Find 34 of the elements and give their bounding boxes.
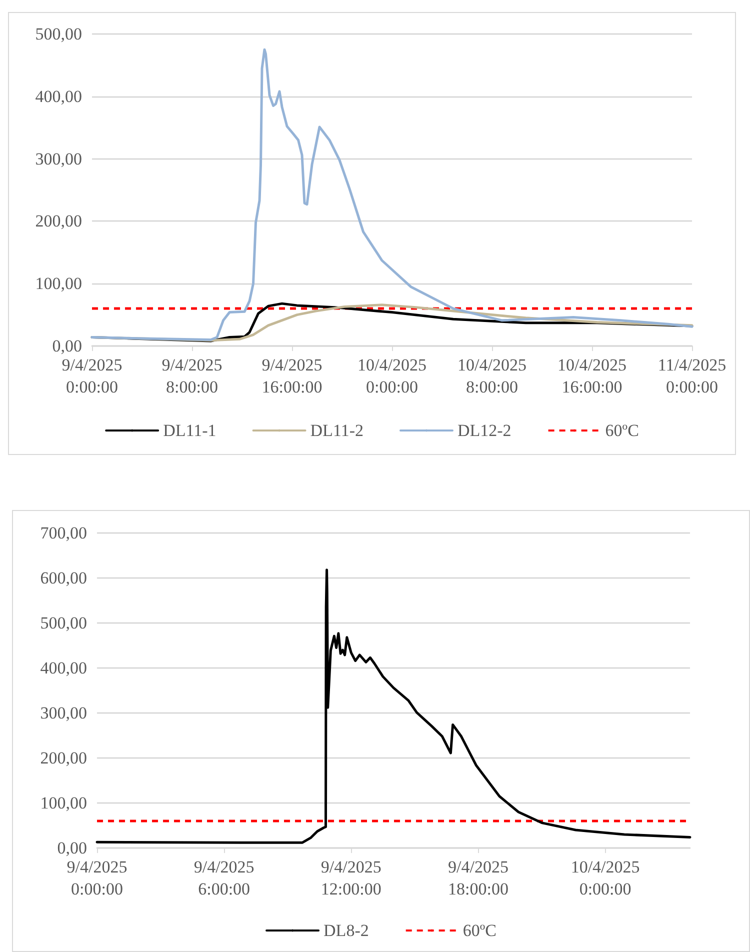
legend-label: DL8-2 [324,921,369,940]
y-tick-label: 0,00 [52,336,82,356]
y-tick-label: 100,00 [35,274,82,294]
x-tick-label: 9/4/2025 0:00:00 [66,858,128,898]
x-tick-label: 11/4/2025 0:00:00 [658,356,726,396]
line-series [90,48,694,342]
x-tick-label: 9/4/2025 0:00:00 [62,356,122,396]
legend-label: DL11-1 [163,421,216,440]
y-tick-label: 100,00 [40,794,87,812]
x-tick-label: 10/4/2025 0:00:00 [570,858,640,898]
x-tick-label: 9/4/2025 8:00:00 [162,356,222,396]
line-series [96,568,692,844]
y-tick-label: 500,00 [35,24,82,44]
y-tick-label: 500,00 [40,614,87,632]
x-tick-label: 9/4/2025 18:00:00 [448,858,508,898]
x-tick-label: 10/4/2025 8:00:00 [458,356,526,396]
x-tick-label: 9/4/2025 6:00:00 [194,858,254,898]
legend-label: 60ºC [605,421,639,440]
y-tick-label: 600,00 [40,568,87,588]
y-tick-label: 0,00 [57,838,87,858]
legend-label: DL11-2 [310,421,364,440]
x-tick-label: 10/4/2025 0:00:00 [358,356,426,396]
y-tick-label: 200,00 [35,212,82,231]
y-tick-label: 700,00 [40,524,87,542]
y-tick-label: 400,00 [35,86,82,106]
y-tick-label: 300,00 [35,149,82,168]
x-tick-label: 10/4/2025 16:00:00 [558,356,626,396]
x-tick-label: 9/4/2025 16:00:00 [262,356,322,396]
legend-label: DL12-2 [457,421,512,440]
x-tick-label: 9/4/2025 12:00:00 [320,858,382,898]
legend-label: 60ºC [462,921,496,940]
y-tick-label: 400,00 [40,658,87,678]
y-tick-label: 200,00 [40,748,87,768]
y-tick-label: 300,00 [40,704,87,722]
